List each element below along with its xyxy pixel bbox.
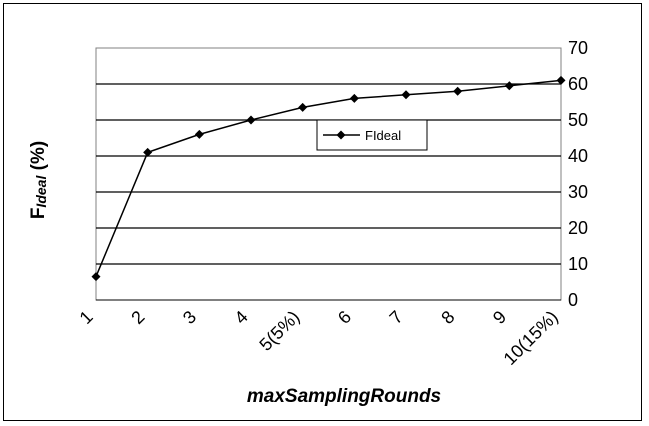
x-axis-title: maxSamplingRounds <box>247 386 441 407</box>
y-tick-label: 20 <box>568 218 588 238</box>
x-tick-label: 8 <box>437 307 458 328</box>
y-tick-label: 50 <box>568 110 588 130</box>
x-tick-label: 6 <box>334 307 355 328</box>
plot-area <box>91 47 566 301</box>
data-point <box>453 86 463 96</box>
data-point <box>401 90 411 100</box>
plot-border <box>95 47 562 301</box>
legend: FIdeal <box>316 119 428 151</box>
y-axis-title-suffix: (%) <box>28 141 49 176</box>
x-axis-tick-labels: 1 2 3 4 5(5%) 6 7 8 910(15%) <box>76 307 562 369</box>
series-layer <box>91 75 566 282</box>
data-point <box>143 147 153 157</box>
y-tick-label: 60 <box>568 74 588 94</box>
x-tick-label: 1 <box>76 307 97 328</box>
y-tick-label: 40 <box>568 146 588 166</box>
data-point <box>349 93 359 103</box>
data-point <box>298 102 308 112</box>
y-axis-title-main: F <box>28 208 49 220</box>
data-point <box>246 115 256 125</box>
chart-frame <box>3 3 642 421</box>
y-axis-title: FIdeal (%) <box>28 141 49 219</box>
y-tick-label: 0 <box>568 290 578 310</box>
y-tick-label: 30 <box>568 182 588 202</box>
gridlines <box>96 83 561 301</box>
legend-label: FIdeal <box>365 128 401 143</box>
data-point <box>556 75 566 85</box>
legend-marker <box>336 130 346 140</box>
y-axis-title-sub: Ideal <box>33 175 49 208</box>
x-tick-label: 9 <box>489 307 510 328</box>
data-point <box>91 272 101 282</box>
x-tick-label: 2 <box>127 307 148 328</box>
x-tick-label: 4 <box>231 307 252 328</box>
y-tick-label: 70 <box>568 38 588 58</box>
x-tick-label: 5(5%) <box>255 307 303 355</box>
data-point <box>194 129 204 139</box>
data-point <box>504 81 514 91</box>
y-axis-tick-labels: 0 10 20 30 40 50 60 70 <box>568 38 588 310</box>
x-tick-label: 10(15%) <box>500 307 562 369</box>
x-tick-label: 3 <box>179 307 200 328</box>
x-tick-label: 7 <box>386 307 407 328</box>
series-line <box>95 79 562 277</box>
y-tick-label: 10 <box>568 254 588 274</box>
